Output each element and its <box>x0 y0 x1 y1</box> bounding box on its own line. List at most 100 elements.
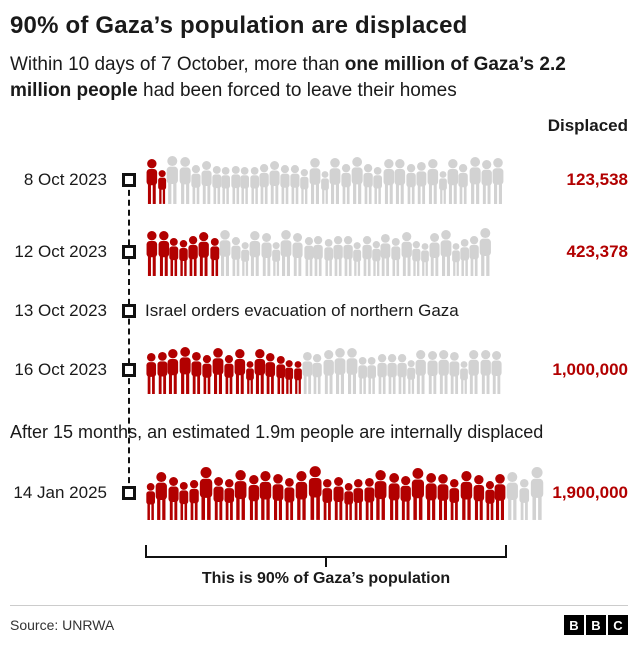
person-icon <box>248 475 259 521</box>
person-icon <box>468 349 479 394</box>
marker-wrap <box>113 245 145 260</box>
person-icon <box>224 354 234 394</box>
person-icon <box>460 471 473 521</box>
person-icon <box>231 237 241 277</box>
person-icon <box>219 230 231 277</box>
footer: Source: UNRWA B B C <box>10 605 628 645</box>
person-icon <box>259 164 269 205</box>
person-icon <box>240 167 250 205</box>
person-icon <box>323 239 333 277</box>
person-icon <box>341 164 351 205</box>
person-icon <box>280 165 290 205</box>
person-icon <box>166 156 178 205</box>
bbc-logo-block: B <box>586 615 606 636</box>
person-icon <box>353 242 362 277</box>
displaced-value: 423,378 <box>566 242 628 262</box>
person-icon <box>329 158 341 205</box>
person-icon <box>440 230 452 277</box>
timeline-row: 14 Jan 2025 1,900,000 <box>10 447 628 539</box>
person-icon <box>245 361 254 394</box>
person-icon <box>281 230 292 277</box>
person-icon <box>397 353 407 394</box>
person-icon <box>188 480 199 521</box>
person-icon <box>373 167 383 205</box>
person-icon <box>269 161 280 205</box>
person-icon <box>308 466 322 521</box>
person-icon <box>260 471 272 521</box>
person-icon <box>309 158 321 205</box>
person-icon <box>371 241 381 277</box>
person-icon <box>460 361 468 394</box>
person-icon <box>191 165 201 205</box>
person-icon <box>391 238 401 277</box>
bracket-label: This is 90% of Gaza’s population <box>201 570 451 588</box>
person-icon <box>388 473 400 521</box>
person-icon <box>460 239 469 277</box>
person-icon <box>179 346 191 394</box>
person-icon <box>495 474 506 521</box>
person-icon <box>156 351 167 394</box>
person-icon <box>157 170 166 205</box>
person-icon <box>323 349 334 394</box>
person-icon <box>235 470 247 521</box>
marker-wrap <box>113 486 145 501</box>
person-icon <box>231 166 241 205</box>
person-icon <box>333 236 343 277</box>
timeline-rows-top: 8 Oct 2023 123,538 12 Oct 2023 423,378 13 Oc… <box>10 144 628 406</box>
displaced-value: 123,538 <box>566 170 628 190</box>
person-icon <box>179 157 191 205</box>
bbc-logo-block: C <box>608 615 628 636</box>
person-icon <box>333 477 344 521</box>
person-icon <box>363 164 373 205</box>
person-icon <box>276 355 285 394</box>
marker-wrap <box>113 173 145 188</box>
person-icon <box>421 243 429 277</box>
bbc-logo: B B C <box>564 615 628 636</box>
subtitle-pre: Within 10 days of 7 October, more than <box>10 54 345 75</box>
source-label: Source: UNRWA <box>10 617 115 634</box>
timeline-row: 8 Oct 2023 123,538 <box>10 144 628 216</box>
bracket-area: This is 90% of Gaza’s population <box>10 541 628 597</box>
person-icon <box>202 354 212 394</box>
person-icon <box>209 238 219 277</box>
person-icon <box>213 477 224 521</box>
row-date: 12 Oct 2023 <box>14 242 107 262</box>
timeline-dashed-line <box>128 180 130 494</box>
person-icon <box>484 481 495 521</box>
displaced-value: 1,900,000 <box>552 483 628 503</box>
person-icon <box>429 233 440 277</box>
person-icon <box>168 477 179 521</box>
person-icon <box>334 347 346 394</box>
timeline-marker-icon <box>122 304 136 319</box>
person-icon <box>265 352 276 394</box>
person-icon <box>167 348 179 394</box>
person-icon <box>234 348 245 394</box>
person-icon <box>376 353 387 394</box>
person-icon <box>199 467 213 521</box>
person-icon <box>401 232 412 277</box>
person-icon <box>438 474 449 521</box>
person-icon <box>427 159 439 205</box>
person-icon <box>427 350 438 394</box>
person-icon <box>458 164 469 205</box>
timeline-rows-bottom: 14 Jan 2025 1,900,000 <box>10 447 628 539</box>
person-icon <box>146 352 157 394</box>
timeline-row: 12 Oct 2023 423,378 <box>10 216 628 288</box>
bbc-logo-block: B <box>564 615 584 636</box>
person-icon <box>322 479 333 521</box>
person-icon <box>491 350 502 394</box>
person-icon <box>198 232 210 277</box>
person-icon <box>367 356 377 394</box>
person-icon <box>469 236 480 277</box>
displaced-value: 1,000,000 <box>552 360 628 380</box>
person-icon <box>303 237 314 277</box>
person-icon <box>320 171 329 205</box>
person-icon <box>249 231 261 277</box>
marker-wrap <box>113 304 145 319</box>
person-icon <box>400 476 411 521</box>
row-date: 8 Oct 2023 <box>23 170 107 190</box>
person-icon <box>480 228 492 277</box>
person-icon <box>241 242 250 277</box>
person-icon <box>364 478 375 521</box>
